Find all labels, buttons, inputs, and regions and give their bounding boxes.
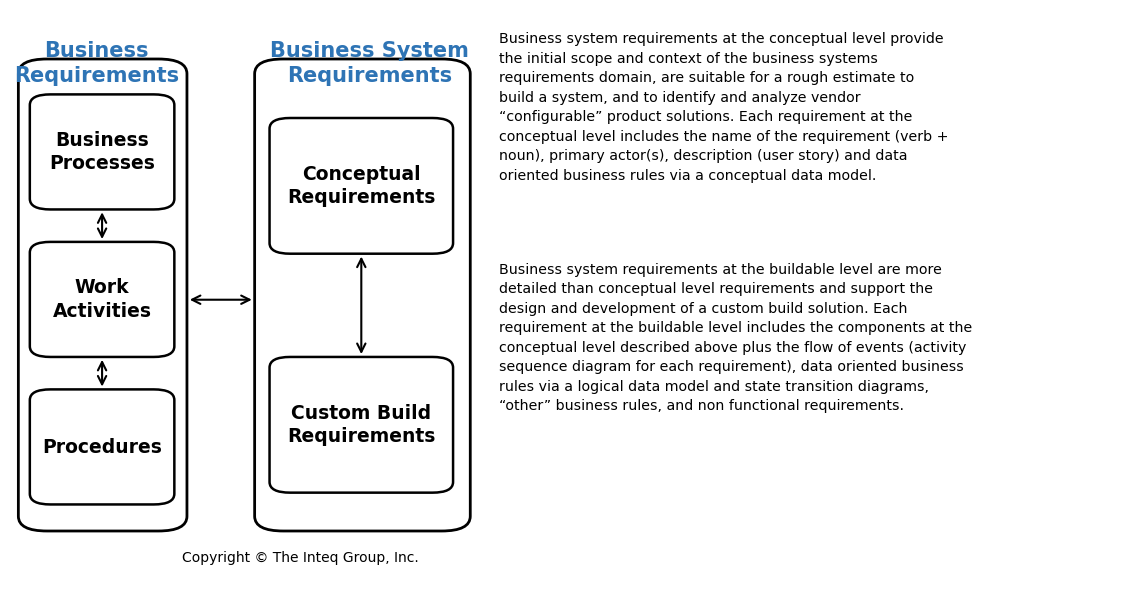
Text: Business system requirements at the buildable level are more
detailed than conce: Business system requirements at the buil… (499, 263, 973, 413)
Text: Procedures: Procedures (42, 438, 162, 457)
FancyBboxPatch shape (18, 59, 187, 531)
FancyBboxPatch shape (270, 357, 453, 493)
Text: Copyright © The Inteq Group, Inc.: Copyright © The Inteq Group, Inc. (182, 550, 419, 565)
Text: Conceptual
Requirements: Conceptual Requirements (287, 165, 436, 207)
Text: Business System
Requirements: Business System Requirements (270, 41, 469, 86)
FancyBboxPatch shape (30, 389, 174, 504)
FancyBboxPatch shape (270, 118, 453, 254)
FancyBboxPatch shape (30, 242, 174, 357)
Text: Business
Processes: Business Processes (49, 131, 155, 173)
Text: Business system requirements at the conceptual level provide
the initial scope a: Business system requirements at the conc… (499, 32, 949, 183)
Text: Work
Activities: Work Activities (53, 278, 151, 321)
Text: Business
Requirements: Business Requirements (14, 41, 179, 86)
FancyBboxPatch shape (255, 59, 470, 531)
FancyBboxPatch shape (30, 94, 174, 209)
Text: Custom Build
Requirements: Custom Build Requirements (287, 404, 436, 446)
